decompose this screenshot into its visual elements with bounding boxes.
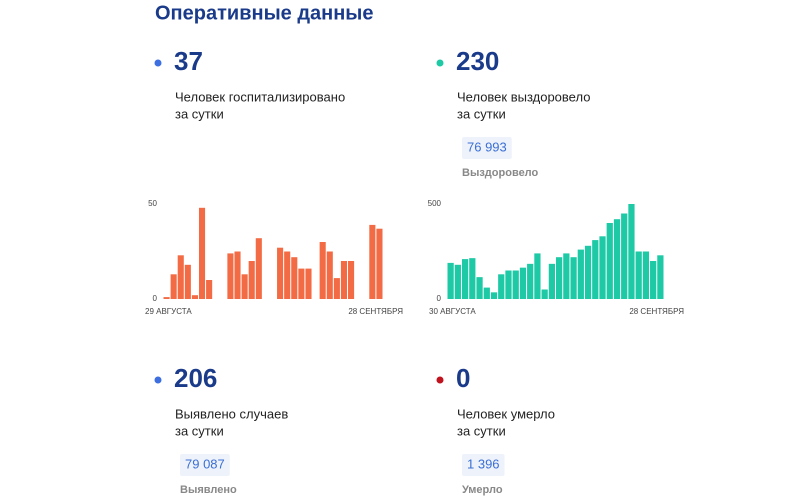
x-tick-label: 28 СЕНТЯБРЯ: [629, 307, 684, 316]
bar: [592, 240, 599, 299]
bar: [255, 238, 262, 299]
stat-label: за сутки: [175, 423, 224, 438]
bar: [556, 257, 563, 299]
bar: [206, 280, 213, 299]
status-dot: [154, 59, 162, 67]
stat-value: 0: [456, 363, 470, 393]
bar: [548, 263, 555, 299]
bar: [340, 261, 348, 299]
bar: [277, 247, 284, 299]
bar: [563, 253, 570, 299]
bar: [241, 274, 248, 299]
bar: [454, 264, 461, 299]
total-value: 76 993: [467, 139, 507, 154]
bar: [541, 289, 548, 299]
total-value: 79 087: [185, 456, 225, 471]
x-tick-label: 29 АВГУСТА: [145, 307, 192, 316]
y-tick-label: 0: [153, 294, 158, 303]
bar: [606, 223, 613, 299]
total-label: Умерло: [462, 484, 503, 496]
bar: [628, 204, 635, 299]
bar: [469, 258, 476, 299]
bar: [599, 236, 606, 299]
bar: [461, 259, 469, 299]
bar: [519, 267, 527, 299]
total-label: Выздоровело: [462, 167, 539, 179]
bar: [376, 228, 383, 299]
status-dot: [154, 376, 162, 384]
bar: [512, 270, 519, 299]
bar: [191, 295, 198, 299]
x-tick-label: 28 СЕНТЯБРЯ: [348, 307, 403, 316]
bar: [177, 255, 184, 299]
bar: [527, 263, 534, 299]
bar: [305, 268, 312, 299]
bar: [505, 270, 512, 299]
stat-value: 206: [174, 363, 217, 393]
bar: [284, 251, 291, 299]
status-dot: [436, 376, 444, 384]
bar: [570, 257, 577, 299]
stat-label: за сутки: [457, 423, 506, 438]
y-tick-label: 50: [148, 199, 157, 208]
bar: [234, 251, 241, 299]
bar: [483, 287, 490, 299]
bar: [476, 277, 483, 299]
stat-value: 230: [456, 46, 499, 76]
total-value: 1 396: [467, 456, 500, 471]
status-dot: [436, 59, 444, 67]
bar: [333, 278, 340, 299]
total-box: [462, 137, 512, 159]
stat-label: Человек умерло: [457, 406, 555, 421]
bar: [248, 261, 255, 299]
bar: [184, 264, 191, 299]
bar: [348, 261, 355, 299]
page-title: Оперативные данные: [155, 2, 374, 24]
bar: [163, 297, 170, 299]
stat-label: за сутки: [457, 106, 506, 121]
stat-label: Человек госпитализировано: [175, 89, 345, 104]
bar: [447, 262, 454, 299]
stat-label: Выявлено случаев: [175, 406, 288, 421]
stat-value: 37: [174, 46, 203, 76]
bar: [577, 249, 584, 299]
bar: [635, 251, 642, 299]
total-label: Выявлено: [180, 484, 237, 496]
bar: [584, 245, 592, 299]
bar: [657, 255, 664, 299]
bar: [227, 253, 234, 299]
bar: [298, 268, 305, 299]
total-box: [180, 454, 230, 476]
y-tick-label: 0: [437, 294, 442, 303]
bar: [642, 251, 650, 299]
bar: [534, 253, 541, 299]
stat-label: Человек выздоровело: [457, 89, 590, 104]
bar: [170, 274, 177, 299]
bar: [498, 274, 505, 299]
bar: [621, 213, 628, 299]
total-box: [462, 454, 505, 476]
x-tick-label: 30 АВГУСТА: [429, 307, 476, 316]
bar: [326, 251, 333, 299]
bar: [291, 257, 298, 299]
bar: [319, 242, 326, 299]
y-tick-label: 500: [428, 199, 442, 208]
bar: [198, 207, 206, 299]
bar: [369, 224, 376, 299]
stat-label: за сутки: [175, 106, 224, 121]
bar: [613, 219, 621, 299]
bar: [650, 261, 657, 299]
bar: [490, 292, 498, 299]
